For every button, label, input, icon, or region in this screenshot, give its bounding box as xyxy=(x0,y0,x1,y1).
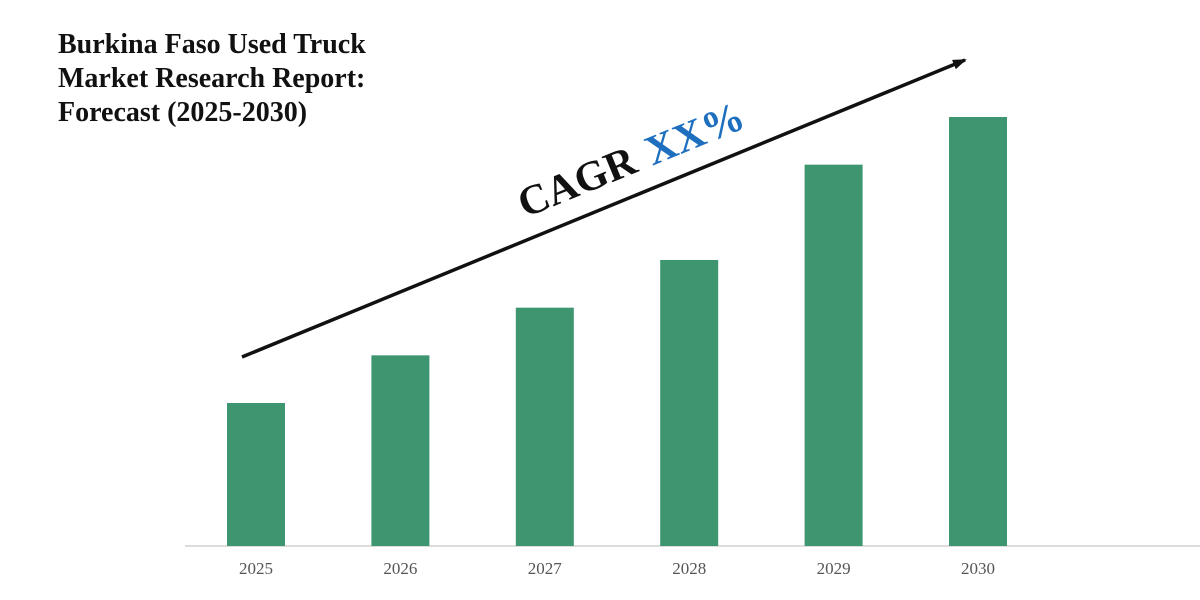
bar-2030 xyxy=(949,117,1007,546)
x-tick-labels: 2025 2026 2027 2028 2029 2030 xyxy=(239,559,995,578)
x-tick-label-2027: 2027 xyxy=(528,559,563,578)
cagr-value: XX% xyxy=(639,93,751,175)
bar-2026 xyxy=(371,355,430,546)
x-tick-label-2030: 2030 xyxy=(961,559,995,578)
x-tick-label-2029: 2029 xyxy=(817,559,851,578)
bar-2028 xyxy=(660,260,719,546)
x-tick-label-2026: 2026 xyxy=(383,559,417,578)
chart-title: Burkina Faso Used Truck Market Research … xyxy=(58,28,478,130)
cagr-label: CAGR xyxy=(511,138,643,228)
title-line-2: Market Research Report: xyxy=(58,63,366,94)
growth-arrow xyxy=(241,58,967,359)
bar-2027 xyxy=(515,307,574,546)
x-tick-label-2028: 2028 xyxy=(672,559,706,578)
x-tick-label-2025: 2025 xyxy=(239,559,273,578)
title-line-3: Forecast (2025-2030) xyxy=(58,97,308,128)
bar-2029 xyxy=(804,164,863,546)
bars-group xyxy=(227,117,1007,546)
bar-2025 xyxy=(227,403,285,546)
title-line-1: Burkina Faso Used Truck xyxy=(58,29,366,60)
cagr-annotation: CAGR XX% xyxy=(511,93,751,227)
